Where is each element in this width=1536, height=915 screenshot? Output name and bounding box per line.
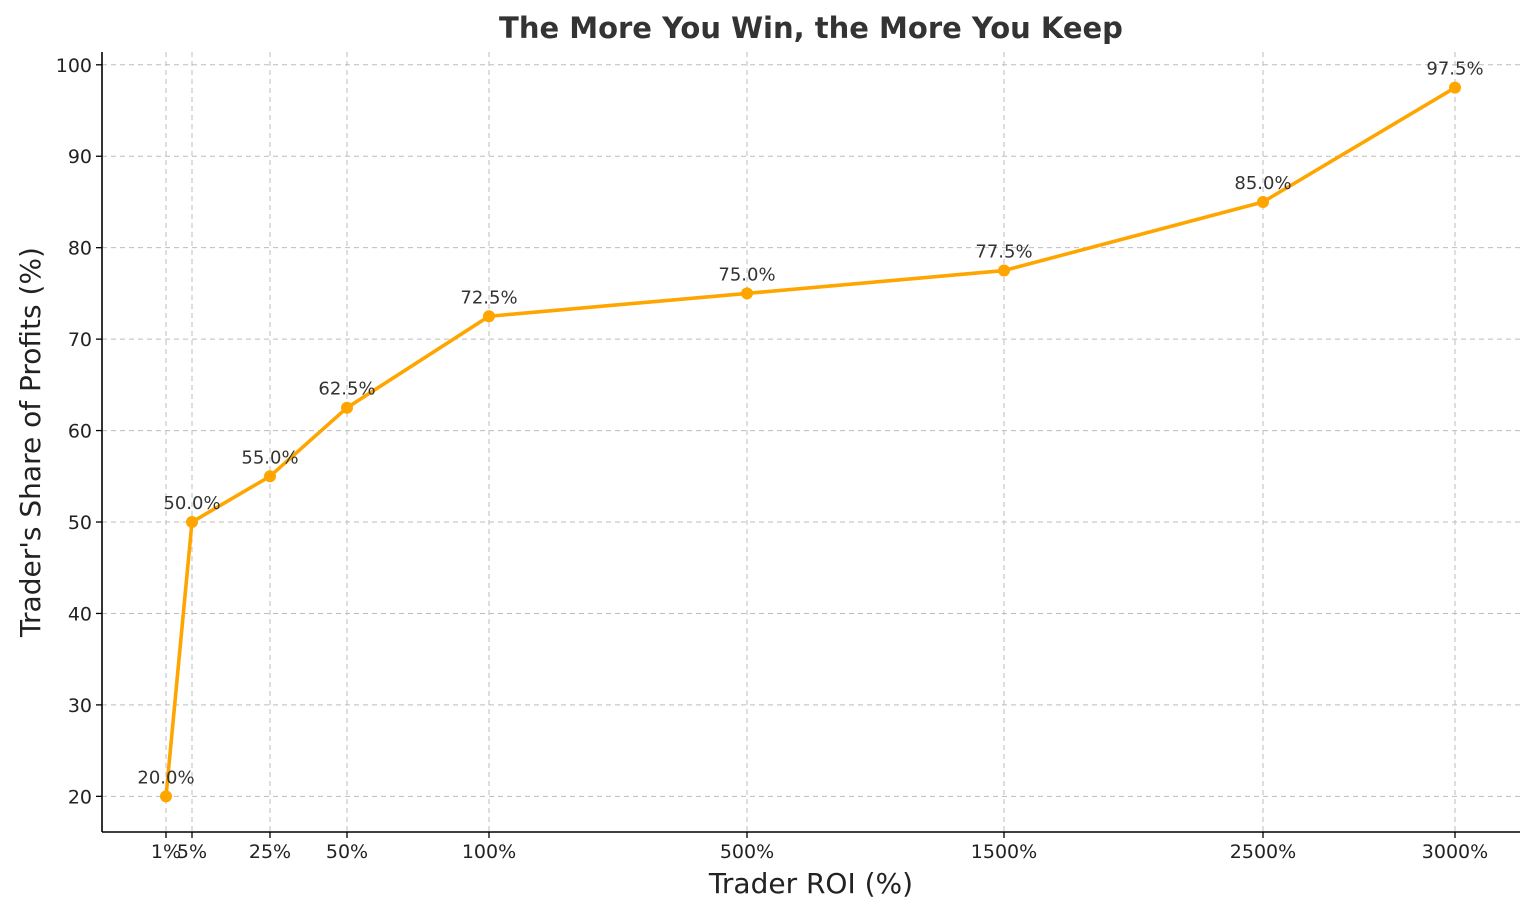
grid-lines [102, 52, 1520, 832]
data-label: 72.5% [460, 287, 517, 308]
data-point [998, 264, 1010, 277]
data-label: 20.0% [137, 767, 194, 788]
data-label: 85.0% [1234, 173, 1291, 194]
chart-title: The More You Win, the More You Keep [499, 11, 1123, 45]
y-tick-label: 50 [68, 512, 92, 534]
x-axis-label: Trader ROI (%) [708, 867, 913, 900]
data-label: 62.5% [318, 379, 375, 400]
data-label: 55.0% [241, 447, 298, 468]
data-label: 77.5% [975, 242, 1032, 263]
y-tick-label: 60 [68, 421, 92, 443]
y-tick-label: 20 [68, 786, 92, 808]
data-point [264, 470, 276, 483]
y-tick-label: 30 [68, 695, 92, 717]
data-point [186, 516, 198, 529]
data-label: 50.0% [163, 493, 220, 514]
data-point [341, 401, 353, 414]
series [160, 81, 1461, 803]
x-tick-label: 1500% [971, 841, 1037, 863]
data-point [1449, 81, 1461, 94]
ticks: 20 30 40 50 60 70 80 90 100 1%5% 25% 50% 100% 500% 150… [56, 55, 1488, 863]
y-tick-label: 100 [56, 55, 92, 77]
data-label: 75.0% [718, 264, 775, 285]
x-tick-label: 5% [177, 841, 207, 863]
x-tick-label: 50% [326, 841, 368, 863]
data-point [1257, 195, 1269, 208]
x-tick-label: 500% [720, 841, 774, 863]
data-label: 97.5% [1426, 59, 1483, 80]
y-axis-label: Trader's Share of Profits (%) [14, 247, 47, 638]
data-point [160, 790, 172, 803]
x-tick-label: 25% [249, 841, 291, 863]
x-tick-label: 3000% [1422, 841, 1488, 863]
data-point [741, 287, 753, 300]
x-tick-label: 100% [462, 841, 516, 863]
y-tick-label: 90 [68, 146, 92, 168]
y-tick-label: 80 [68, 238, 92, 260]
y-tick-label: 40 [68, 603, 92, 625]
x-tick-label: 1% [151, 841, 181, 863]
data-point [483, 310, 495, 323]
axes [101, 52, 1520, 833]
data-labels: 20.0% 50.0% 55.0% 62.5% 72.5% 75.0% 77.5% 85.0%… [137, 59, 1483, 789]
y-tick-label: 70 [68, 329, 92, 351]
x-tick-label: 2500% [1230, 841, 1296, 863]
